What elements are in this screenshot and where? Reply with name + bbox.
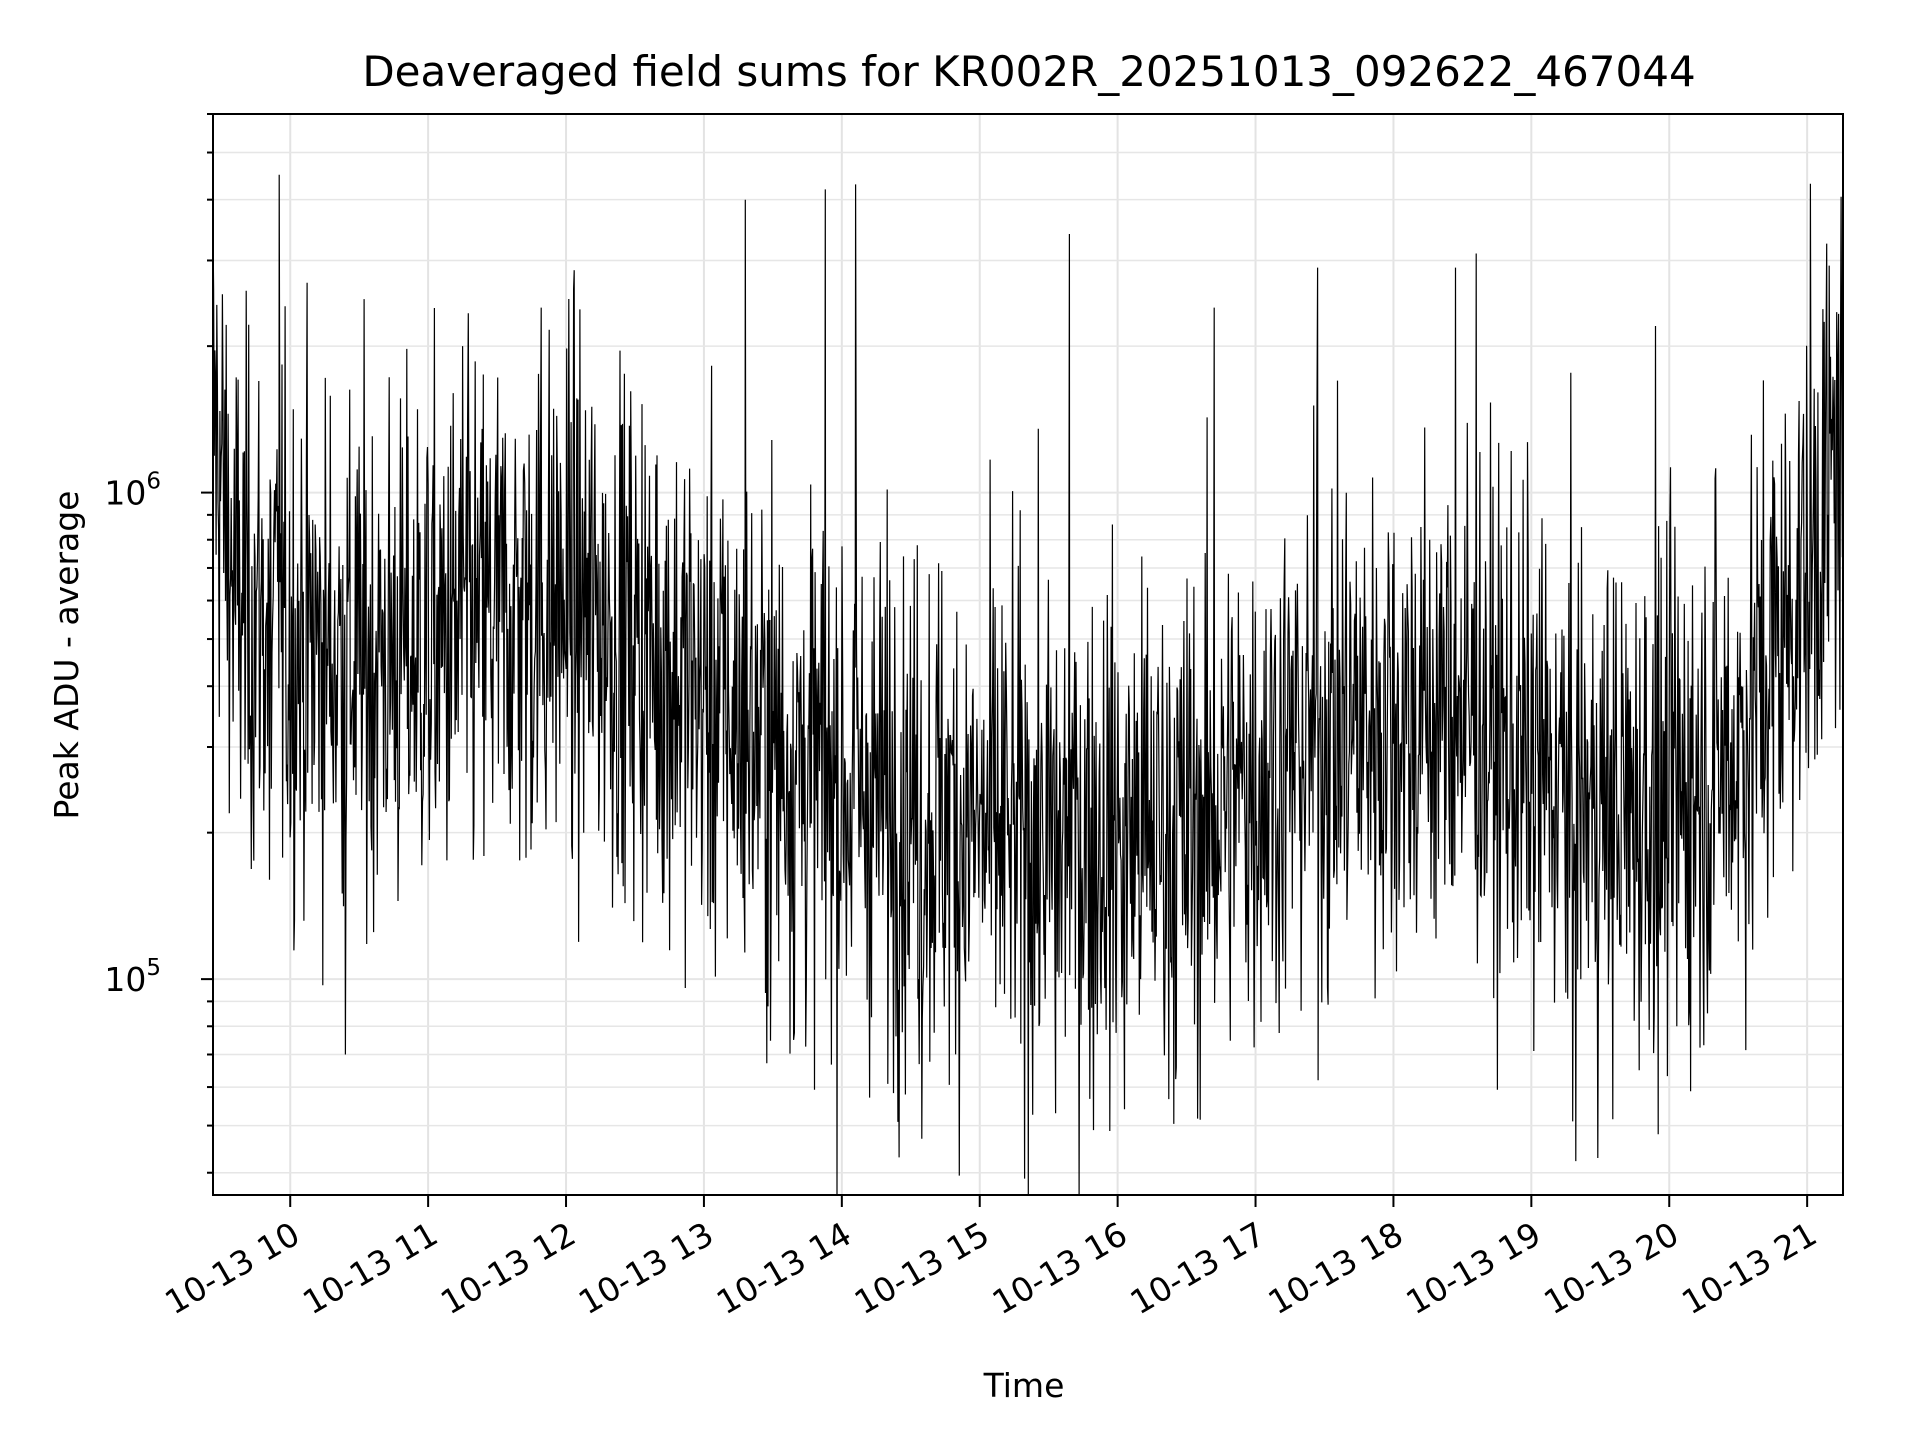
y-axis-label: Peak ADU - average [47, 491, 86, 820]
chart-title: Deaveraged field sums for KR002R_2025101… [362, 47, 1695, 96]
plot-frame [212, 113, 1844, 1196]
data-series [212, 174, 1844, 1196]
y-tick-label: 106 [104, 469, 161, 513]
x-axis-label: Time [983, 1366, 1065, 1405]
series-line [212, 174, 1844, 1196]
